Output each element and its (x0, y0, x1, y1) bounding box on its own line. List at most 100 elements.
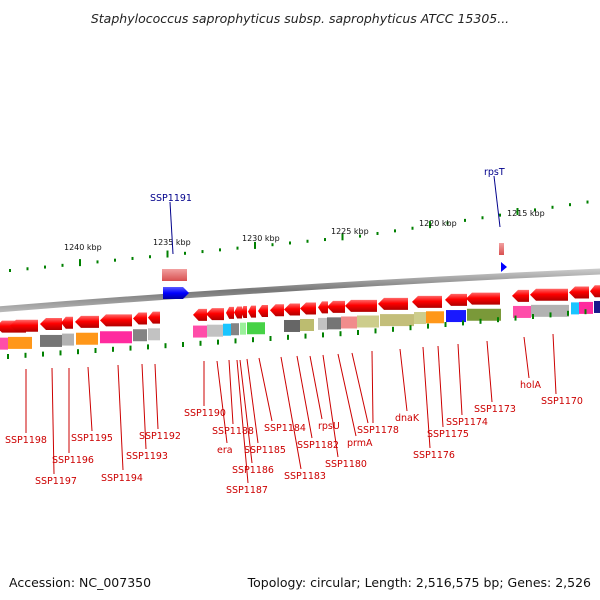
lower-tick (357, 330, 359, 335)
lower-tick (287, 334, 289, 340)
lower-tick (462, 320, 464, 326)
gene-label[interactable]: holA (520, 380, 541, 391)
gene-label[interactable]: SSP1195 (71, 433, 113, 444)
gene-label-rpst[interactable]: rpsT (484, 167, 505, 178)
gene-feature-box (341, 316, 357, 329)
reverse-gene-arrow (234, 306, 242, 319)
label-leader (351, 352, 369, 424)
gene-label[interactable]: SSP1197 (35, 476, 77, 487)
gene-feature-box (318, 317, 328, 330)
gene-feature-box (446, 310, 466, 323)
label-leader (51, 367, 55, 475)
reverse-gene-arrow (148, 311, 160, 324)
ruler-tick (586, 200, 589, 204)
forward-gene-arrow[interactable] (501, 262, 507, 272)
gene-label[interactable]: SSP1194 (101, 473, 143, 484)
genome-backbone (0, 268, 600, 313)
gene-feature-box (247, 322, 265, 335)
gene-label[interactable]: SSP1173 (474, 404, 516, 415)
ruler-tick (219, 248, 221, 252)
reverse-gene-arrow (193, 308, 207, 321)
gene-label[interactable]: SSP1192 (139, 431, 181, 442)
ruler-tick (201, 250, 204, 254)
gene-label[interactable]: SSP1186 (232, 465, 274, 476)
reverse-gene-arrow (40, 318, 62, 331)
accession-text: Accession: NC_007350 (9, 575, 152, 590)
label-leader (486, 340, 493, 403)
gene-feature-box (162, 269, 187, 281)
lower-tick (427, 323, 429, 329)
lower-tick (549, 312, 552, 318)
ruler-tick (254, 241, 256, 249)
ruler-tick (499, 213, 501, 217)
gene-label[interactable]: SSP1185 (244, 445, 286, 456)
gene-label[interactable]: SSP1198 (5, 435, 47, 446)
reverse-gene-arrow (318, 301, 328, 314)
gene-label[interactable]: prmA (347, 438, 373, 449)
gene-label[interactable]: SSP1183 (284, 471, 326, 482)
label-leader (437, 345, 444, 428)
lower-tick (59, 350, 62, 356)
gene-label[interactable]: dnaK (395, 413, 420, 424)
reverse-gene-arrow (300, 302, 316, 315)
lower-tick (339, 331, 342, 337)
label-leader (337, 353, 357, 437)
lower-tick (112, 346, 114, 352)
gene-label[interactable]: SSP1180 (325, 459, 367, 470)
gene-feature-box (231, 323, 239, 336)
ruler-tick (131, 256, 134, 260)
kbp-label: 1225 kbp (331, 227, 369, 236)
gene-label[interactable]: SSP1176 (413, 450, 455, 461)
gene-label[interactable]: SSP1182 (297, 440, 339, 451)
gene-feature-box (579, 301, 593, 314)
ruler-tick (9, 269, 11, 272)
label-leader (216, 360, 228, 444)
ruler-tick (481, 216, 484, 220)
label-leader (457, 343, 463, 416)
lower-tick (42, 351, 44, 357)
reverse-gene-arrow (226, 306, 234, 319)
reverse-gene-arrow (248, 305, 256, 318)
reverse-gene-arrow (61, 316, 73, 329)
gene-label[interactable]: SSP1178 (357, 425, 399, 436)
gene-label[interactable]: SSP1175 (427, 429, 469, 440)
gene-label[interactable]: SSP1170 (541, 396, 583, 407)
label-leader (169, 201, 174, 255)
gene-label[interactable]: SSP1184 (264, 423, 306, 434)
forward-gene-arrow[interactable] (163, 287, 189, 299)
reverse-gene-arrow (75, 315, 99, 328)
gene-feature-box (380, 314, 414, 327)
kbp-label: 1220 kbp (419, 219, 457, 228)
label-leader (371, 350, 374, 424)
ruler-tick (306, 239, 309, 243)
reverse-gene-arrow (10, 319, 38, 332)
label-leader (228, 359, 234, 425)
ruler-tick (236, 246, 239, 250)
gene-label-ssp1191[interactable]: SSP1191 (150, 193, 192, 204)
gene-label[interactable]: SSP1187 (226, 485, 268, 496)
lower-tick (304, 333, 307, 339)
lower-tick (199, 340, 202, 346)
gene-label[interactable]: SSP1190 (184, 408, 226, 419)
gene-feature-box (133, 329, 147, 342)
gene-label[interactable]: SSP1188 (212, 426, 254, 437)
gene-feature-box (327, 317, 341, 330)
gene-feature-box (499, 243, 504, 255)
gene-label[interactable]: rpsU (318, 421, 340, 432)
ruler-tick (411, 226, 414, 230)
gene-label[interactable]: era (217, 445, 233, 456)
ruler-tick (394, 229, 396, 233)
label-leader (239, 359, 253, 464)
lower-tick (532, 314, 534, 319)
ruler-tick (341, 233, 344, 241)
lower-tick (182, 342, 184, 347)
gene-feature-box (513, 305, 531, 318)
gene-label[interactable]: SSP1174 (446, 417, 488, 428)
map-title: Staphylococcus saprophyticus subsp. sapr… (90, 11, 510, 26)
ruler-tick (166, 250, 169, 258)
gene-label[interactable]: SSP1193 (126, 451, 168, 462)
gene-label[interactable]: SSP1196 (52, 455, 94, 466)
gene-feature-box (0, 337, 8, 350)
gene-feature-box (148, 328, 160, 341)
label-leader (141, 363, 147, 450)
